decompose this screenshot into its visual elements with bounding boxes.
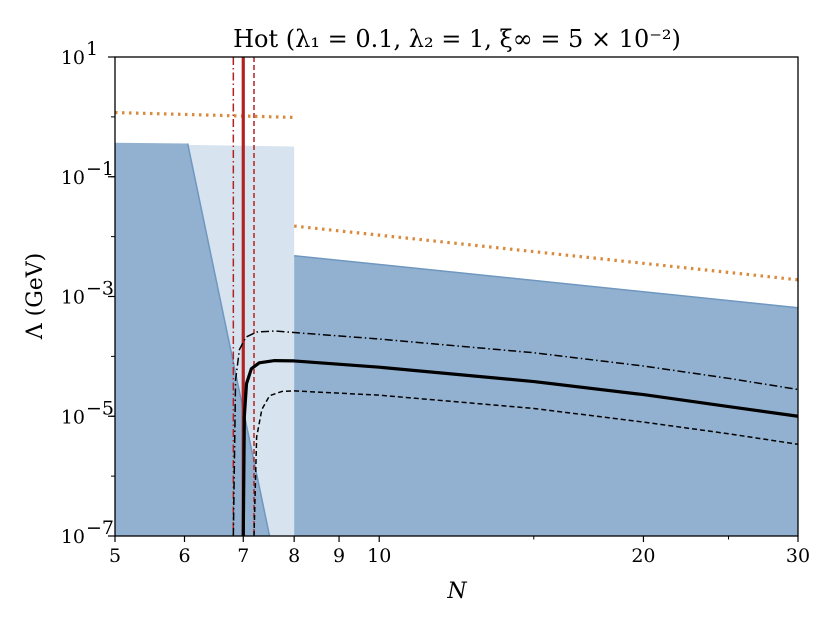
curve-dashed [253, 390, 799, 537]
x-axis-label: N [446, 579, 467, 604]
x-tick-label: 6 [178, 545, 190, 567]
y-tick-label: 10 −5 [61, 397, 114, 428]
y-tick-base: 10 [61, 47, 85, 69]
y-axis-label: Λ (GeV) [23, 253, 48, 341]
y-tick-base: 10 [61, 406, 85, 428]
chart-title: Hot (λ₁ = 0.1, λ₂ = 1, ξ∞ = 5 × 10⁻²) [233, 25, 681, 53]
plot-area [114, 57, 799, 537]
dotted-line-0 [114, 110, 295, 119]
curve-solid [241, 359, 799, 537]
x-tick-label: 7 [237, 545, 249, 567]
y-tick-exponent: −3 [86, 278, 114, 300]
region-dark-1 [115, 142, 270, 537]
y-tick-label: 10 −7 [61, 517, 114, 548]
x-tick-label: 9 [333, 545, 345, 567]
y-tick-base: 10 [61, 167, 85, 189]
y-tick-exponent: −7 [86, 517, 114, 539]
x-tick-label: 5 [109, 545, 121, 567]
x-tick-label: 10 [367, 545, 391, 567]
region-edge-1 [294, 254, 799, 309]
y-tick-base: 10 [61, 287, 85, 309]
x-tick-label: 20 [631, 545, 655, 567]
curve-dashdot [232, 330, 799, 537]
x-tick-label: 30 [786, 545, 810, 567]
y-tick-exponent: −1 [86, 158, 114, 180]
y-tick-base: 10 [61, 526, 85, 548]
region-dark-2 [294, 255, 798, 536]
region-light-0 [187, 144, 295, 536]
y-tick-label: 10 −3 [61, 278, 114, 309]
y-tick-label: 10 1 [61, 38, 98, 69]
y-tick-label: 10 −1 [61, 158, 114, 189]
y-tick-exponent: −5 [86, 397, 114, 419]
dotted-line-1 [293, 224, 799, 282]
y-tick-exponent: 1 [86, 38, 98, 60]
x-tick-label: 8 [288, 545, 300, 567]
